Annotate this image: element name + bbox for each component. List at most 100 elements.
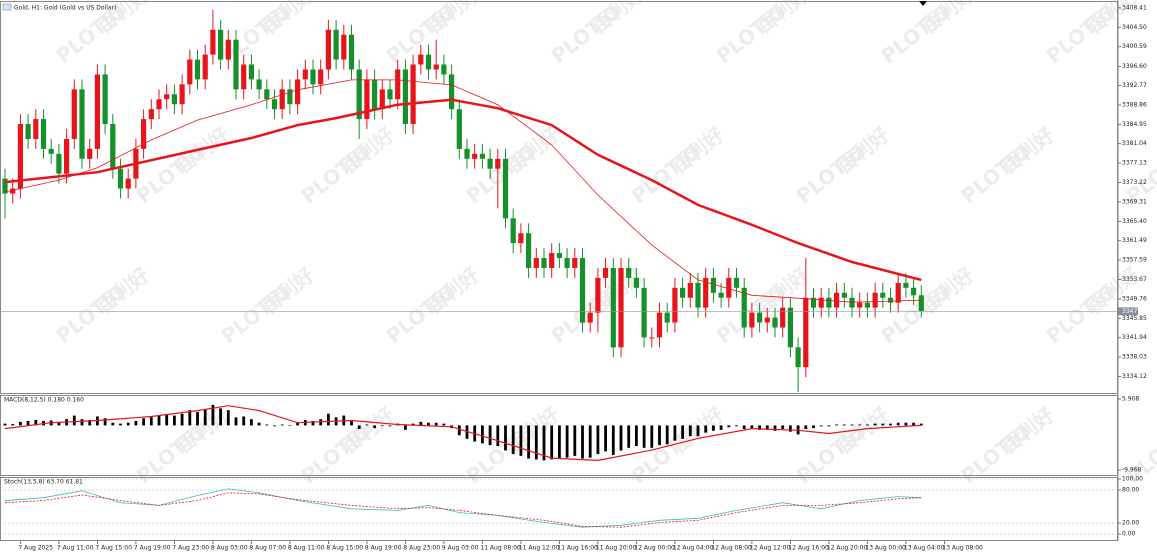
- y-tick-label: 3361.49: [1122, 237, 1147, 244]
- candle-body: [549, 253, 555, 268]
- macd-bar: [103, 418, 107, 426]
- candle-body: [225, 39, 231, 60]
- candle-body: [818, 297, 824, 308]
- macd-bar: [842, 424, 846, 426]
- candle-body: [764, 317, 770, 323]
- last-price-label: 3347.26: [1122, 308, 1147, 315]
- candle-body: [649, 337, 655, 339]
- macd-bar: [196, 411, 199, 426]
- candle-body: [79, 89, 85, 159]
- candle-body: [171, 94, 177, 105]
- candle-body: [603, 267, 609, 278]
- y-tick-label: 20.00: [1122, 520, 1139, 527]
- x-tick-label: 12 Aug 00:00: [634, 545, 675, 552]
- y-tick-label: 3349.76: [1122, 295, 1147, 302]
- candle-body: [533, 258, 539, 268]
- macd-bar: [542, 425, 546, 461]
- candle-body: [287, 89, 293, 105]
- candle-body: [472, 153, 478, 159]
- macd-bar: [742, 425, 746, 430]
- candle-body: [918, 295, 924, 312]
- candle-body: [487, 158, 493, 169]
- candle-body: [695, 282, 701, 308]
- macd-bar: [650, 425, 654, 448]
- candle-body: [726, 277, 732, 298]
- candle-body: [741, 287, 747, 328]
- candle-body: [880, 292, 886, 298]
- macd-bar: [126, 422, 130, 426]
- macd-bar: [735, 425, 738, 427]
- macd-bar: [765, 425, 769, 430]
- candle-body: [379, 89, 385, 110]
- macd-bar: [411, 423, 415, 426]
- candle-body: [348, 34, 355, 70]
- candle-body: [17, 124, 23, 189]
- candle-body: [687, 282, 693, 298]
- candle-body: [895, 282, 901, 303]
- candle-body: [787, 307, 793, 348]
- candle-body: [341, 34, 347, 60]
- macd-bar: [758, 425, 761, 430]
- candle-body: [141, 119, 147, 149]
- macd-bar: [57, 421, 61, 426]
- macd-bar: [534, 425, 538, 460]
- macd-bar: [850, 424, 854, 426]
- candle-body: [187, 59, 193, 85]
- macd-bar: [19, 421, 22, 426]
- macd-bar: [465, 425, 469, 439]
- candle-body: [202, 54, 208, 80]
- candle-body: [295, 79, 301, 105]
- macd-bar: [835, 424, 838, 426]
- y-tick-label: 3381.04: [1122, 140, 1147, 147]
- macd-bar: [11, 424, 15, 426]
- candle-body: [834, 292, 840, 308]
- macd-bar: [296, 422, 299, 426]
- macd-bar: [134, 420, 138, 426]
- candle-body: [110, 124, 116, 169]
- candle-body: [102, 74, 108, 125]
- x-tick-label: 11 Aug 20:00: [596, 545, 637, 552]
- chart-icon: [2, 3, 12, 11]
- macd-bar: [658, 425, 661, 446]
- macd-bar: [365, 424, 369, 426]
- macd-bar: [889, 423, 892, 426]
- macd-bar: [773, 425, 777, 431]
- candle-body: [372, 79, 378, 110]
- candle-body: [310, 69, 316, 85]
- x-tick-label: 13 Aug 00:00: [865, 545, 906, 552]
- candle-body: [256, 79, 262, 90]
- candle-body: [626, 267, 632, 278]
- candle-body: [248, 64, 254, 80]
- macd-bar: [812, 425, 815, 429]
- y-tick-label: 3365.40: [1122, 218, 1147, 225]
- x-tick-label: 8 Aug 03:00: [211, 545, 248, 552]
- macd-bar: [404, 425, 407, 430]
- y-tick-label: 3392.77: [1122, 82, 1147, 89]
- y-tick-label: 3345.85: [1122, 315, 1147, 322]
- macd-bar: [280, 424, 284, 426]
- x-tick-label: 12 Aug 04:00: [673, 545, 714, 552]
- y-tick-label: 3377.13: [1122, 160, 1147, 167]
- macd-bar: [858, 424, 862, 426]
- macd-bar: [219, 408, 222, 426]
- macd-bar: [511, 425, 515, 455]
- cursor-marker: [919, 1, 927, 6]
- candle-body: [710, 277, 716, 293]
- candle-body: [610, 267, 616, 348]
- y-tick-label: 80.00: [1122, 487, 1139, 494]
- candle-body: [526, 233, 532, 268]
- candle-body: [864, 302, 870, 308]
- macd-bar: [157, 415, 161, 426]
- candle-body: [664, 312, 670, 323]
- macd-bar: [604, 425, 607, 452]
- macd-bar: [527, 425, 530, 459]
- moving-average: [4, 98, 922, 282]
- candle-body: [587, 312, 593, 323]
- candle-body: [772, 317, 778, 328]
- y-tick-label: 3396.60: [1122, 63, 1147, 70]
- x-tick-label: 8 Aug 19:00: [365, 545, 402, 552]
- candle-body: [495, 158, 501, 169]
- macd-bar: [26, 420, 30, 426]
